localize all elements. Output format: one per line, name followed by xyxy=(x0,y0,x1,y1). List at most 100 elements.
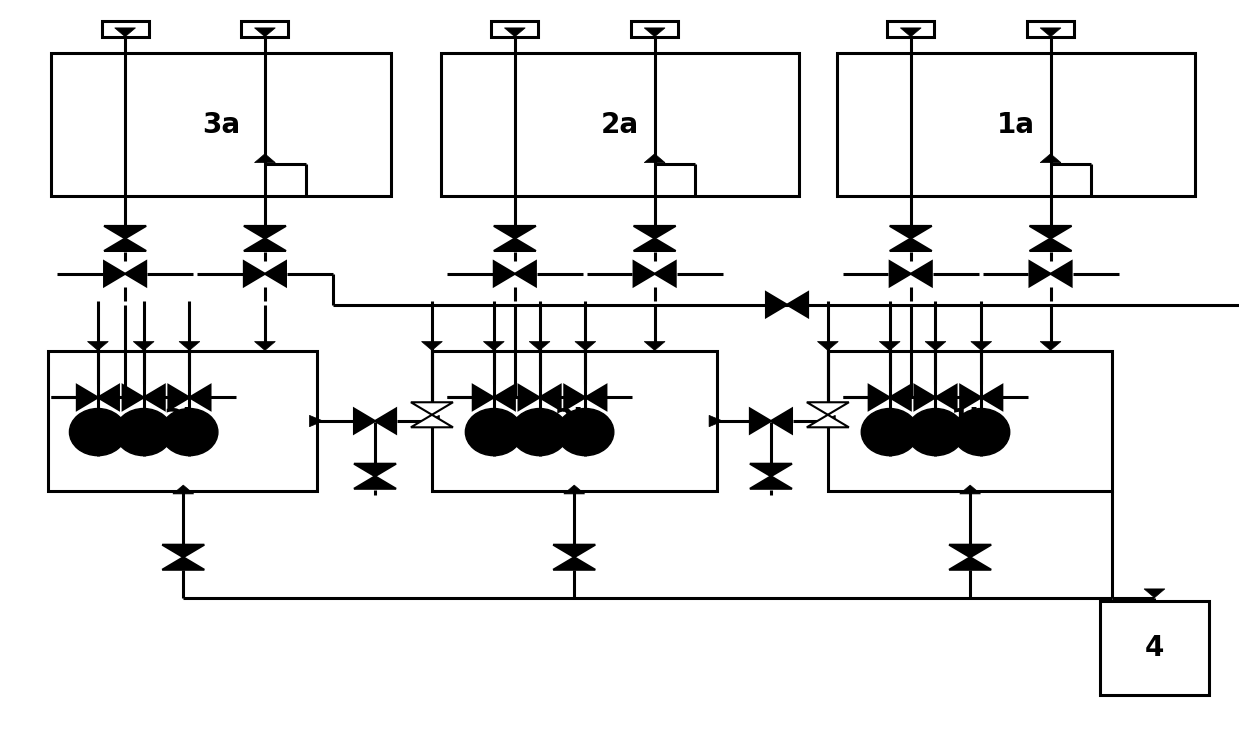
Polygon shape xyxy=(77,385,98,410)
Polygon shape xyxy=(265,262,286,286)
Text: 4: 4 xyxy=(1145,634,1164,662)
Polygon shape xyxy=(564,485,584,494)
Polygon shape xyxy=(179,341,200,350)
Polygon shape xyxy=(553,545,595,557)
Polygon shape xyxy=(879,341,900,350)
Polygon shape xyxy=(869,385,890,410)
Polygon shape xyxy=(910,262,931,286)
Bar xyxy=(242,21,289,37)
Polygon shape xyxy=(787,292,808,317)
Polygon shape xyxy=(494,226,536,239)
Polygon shape xyxy=(494,239,536,251)
Polygon shape xyxy=(575,341,595,350)
Bar xyxy=(48,351,317,491)
Polygon shape xyxy=(960,385,981,410)
Polygon shape xyxy=(822,415,836,426)
Polygon shape xyxy=(104,239,146,251)
Polygon shape xyxy=(425,415,439,426)
Polygon shape xyxy=(254,154,275,163)
Bar xyxy=(102,21,149,37)
Polygon shape xyxy=(244,239,286,251)
Bar xyxy=(828,351,1112,491)
Polygon shape xyxy=(353,409,374,434)
Ellipse shape xyxy=(511,409,568,456)
Polygon shape xyxy=(771,409,792,434)
Polygon shape xyxy=(634,226,676,239)
Ellipse shape xyxy=(862,409,918,456)
Ellipse shape xyxy=(952,409,1009,456)
Polygon shape xyxy=(98,385,119,410)
Ellipse shape xyxy=(906,409,963,456)
Bar xyxy=(491,21,538,37)
Polygon shape xyxy=(529,341,551,350)
Polygon shape xyxy=(353,476,396,488)
Polygon shape xyxy=(645,154,665,163)
Text: 3a: 3a xyxy=(202,111,241,139)
Ellipse shape xyxy=(115,409,172,456)
Polygon shape xyxy=(422,341,443,350)
Polygon shape xyxy=(374,409,396,434)
Polygon shape xyxy=(634,262,655,286)
Polygon shape xyxy=(925,341,946,350)
Polygon shape xyxy=(564,385,585,410)
Polygon shape xyxy=(410,415,453,427)
Polygon shape xyxy=(766,292,787,317)
Polygon shape xyxy=(88,341,108,350)
Polygon shape xyxy=(890,226,931,239)
Polygon shape xyxy=(960,485,981,494)
Polygon shape xyxy=(807,415,849,427)
Polygon shape xyxy=(585,385,606,410)
Polygon shape xyxy=(494,262,515,286)
Polygon shape xyxy=(750,464,792,476)
Polygon shape xyxy=(949,557,991,570)
Polygon shape xyxy=(750,409,771,434)
Bar xyxy=(432,351,717,491)
Polygon shape xyxy=(472,385,494,410)
Polygon shape xyxy=(1145,589,1164,598)
Polygon shape xyxy=(353,464,396,476)
Polygon shape xyxy=(515,262,536,286)
Polygon shape xyxy=(645,341,665,350)
Polygon shape xyxy=(709,415,723,426)
Polygon shape xyxy=(144,385,165,410)
Polygon shape xyxy=(890,239,931,251)
Ellipse shape xyxy=(465,409,522,456)
Polygon shape xyxy=(190,385,211,410)
Polygon shape xyxy=(935,385,956,410)
Polygon shape xyxy=(125,262,146,286)
Polygon shape xyxy=(254,341,275,350)
Bar xyxy=(1027,21,1074,37)
Bar xyxy=(51,53,391,197)
Bar xyxy=(440,53,800,197)
Text: 3b: 3b xyxy=(162,407,202,435)
Polygon shape xyxy=(1029,226,1071,239)
Polygon shape xyxy=(553,557,595,570)
Bar xyxy=(1100,602,1209,695)
Polygon shape xyxy=(645,28,665,37)
Polygon shape xyxy=(172,485,193,494)
Polygon shape xyxy=(494,385,515,410)
Polygon shape xyxy=(971,341,992,350)
Polygon shape xyxy=(169,385,190,410)
Ellipse shape xyxy=(69,409,126,456)
Polygon shape xyxy=(949,545,991,557)
Polygon shape xyxy=(890,262,910,286)
Polygon shape xyxy=(807,402,849,415)
Bar xyxy=(631,21,678,37)
Polygon shape xyxy=(914,385,935,410)
Polygon shape xyxy=(484,341,505,350)
Polygon shape xyxy=(244,262,265,286)
Polygon shape xyxy=(539,385,560,410)
Bar xyxy=(837,53,1195,197)
Text: 1a: 1a xyxy=(997,111,1035,139)
Polygon shape xyxy=(518,385,539,410)
Polygon shape xyxy=(655,262,676,286)
Polygon shape xyxy=(1029,239,1071,251)
Polygon shape xyxy=(1029,262,1050,286)
Polygon shape xyxy=(244,226,286,239)
Text: 1b: 1b xyxy=(951,407,990,435)
Polygon shape xyxy=(1040,341,1061,350)
Polygon shape xyxy=(123,385,144,410)
Ellipse shape xyxy=(557,409,614,456)
Polygon shape xyxy=(254,28,275,37)
